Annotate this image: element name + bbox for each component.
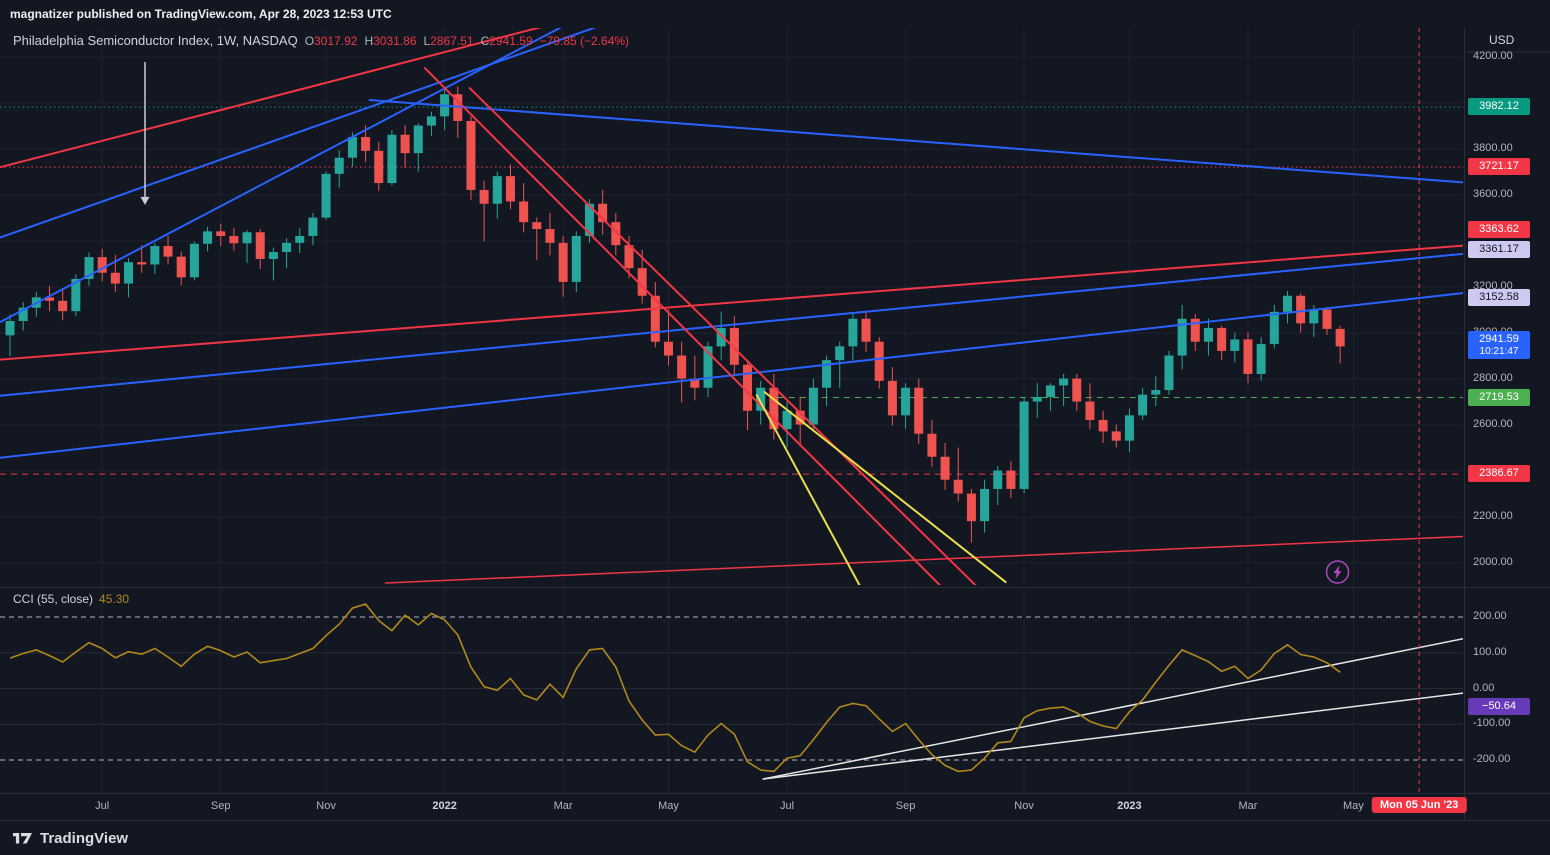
tradingview-wordmark[interactable]: TradingView [40,829,129,847]
publish-header-text: magnatizer published on TradingView.com,… [10,7,392,21]
time-label: Mar [553,800,573,812]
time-axis[interactable]: Jul Sep Nov 2022 Mar May Jul Sep Nov 2023 Mar May Mo… [0,793,1550,820]
ohlc-close-label: C [480,34,490,48]
countdown-timer: 10:21:47 [1479,346,1519,358]
cci-pane-layer [0,603,1463,780]
lightning-icon[interactable] [1325,560,1350,584]
ohlc-high-value: 3031.86 [373,34,417,48]
cci-tick-label: 200.00 [1473,610,1507,622]
symbol-title: Philadelphia Semiconductor Index, 1W, NA… [13,33,298,48]
publish-header: magnatizer published on TradingView.com,… [0,0,1550,28]
cci-legend: CCI (55, close) 45.30 [13,592,129,606]
price-badge: 3152.58 [1468,288,1530,306]
price-tick-label: 2800.00 [1473,372,1513,384]
future-date-badge: Mon 05 Jun '23 [1371,797,1467,813]
cci-value-badge: −50.64 [1468,697,1530,715]
time-label: May [1342,800,1364,812]
ohlc-open-value: 3017.92 [314,34,358,48]
trendlines-layer[interactable] [0,22,1472,585]
time-label: Sep [895,800,916,812]
price-badge: 3361.17 [1468,240,1530,258]
ohlc-low-value: 2867.51 [430,34,474,48]
price-axis[interactable]: USD 4200.003800.003600.003200.003000.002… [1465,0,1550,855]
time-label: May [658,800,679,812]
price-tick-label: 4200.00 [1473,50,1513,62]
ohlc-open-label: O [304,34,315,48]
price-tick-label: 2000.00 [1473,556,1513,568]
time-label: 2023 [1117,800,1142,812]
price-axis-currency-label: USD [1489,33,1515,47]
ohlc-low-label: L [423,34,431,48]
cci-plot-line [9,603,1341,773]
grid-layer [0,28,1463,793]
cci-tick-label: -200.00 [1473,753,1511,765]
price-badge: 3982.12 [1468,98,1530,116]
price-badge: 2719.53 [1468,388,1530,406]
symbol-legend: Philadelphia Semiconductor Index, 1W, NA… [13,33,629,48]
price-badge: 3721.17 [1468,158,1530,176]
price-tick-label: 3600.00 [1473,188,1513,200]
price-badge: 2386.67 [1468,465,1530,483]
time-label: Jul [779,800,795,812]
price-levels-layer [0,106,1463,475]
tradingview-logo-icon[interactable] [12,830,33,847]
time-label: Mar [1238,800,1258,812]
price-tick-label: 2600.00 [1473,418,1513,430]
footer-bar: TradingView [0,821,1550,855]
cci-tick-label: 100.00 [1473,645,1507,658]
time-label: 2022 [432,800,457,812]
price-tick-label: 2200.00 [1473,510,1513,522]
ohlc-change: −79.85 (−2.64%) [539,34,630,48]
price-badge: 3363.62 [1468,221,1530,239]
ohlc-close-value: 2941.59 [489,34,533,48]
price-tick-label: 3800.00 [1473,142,1513,154]
time-label: Jul [95,800,110,812]
price-badge: 2941.59 10:21:47 [1468,331,1530,360]
down-arrow-annotation[interactable] [140,62,150,205]
time-label: Nov [316,800,336,812]
cci-tick-label: -100.00 [1473,717,1511,730]
cci-legend-value: 45.30 [99,592,130,606]
cci-legend-label: CCI (55, close) [13,592,94,606]
time-label: Sep [210,800,231,812]
ohlc-high-label: H [364,34,374,48]
cci-tick-label: 0.00 [1473,681,1495,694]
time-label: Nov [1014,800,1034,812]
